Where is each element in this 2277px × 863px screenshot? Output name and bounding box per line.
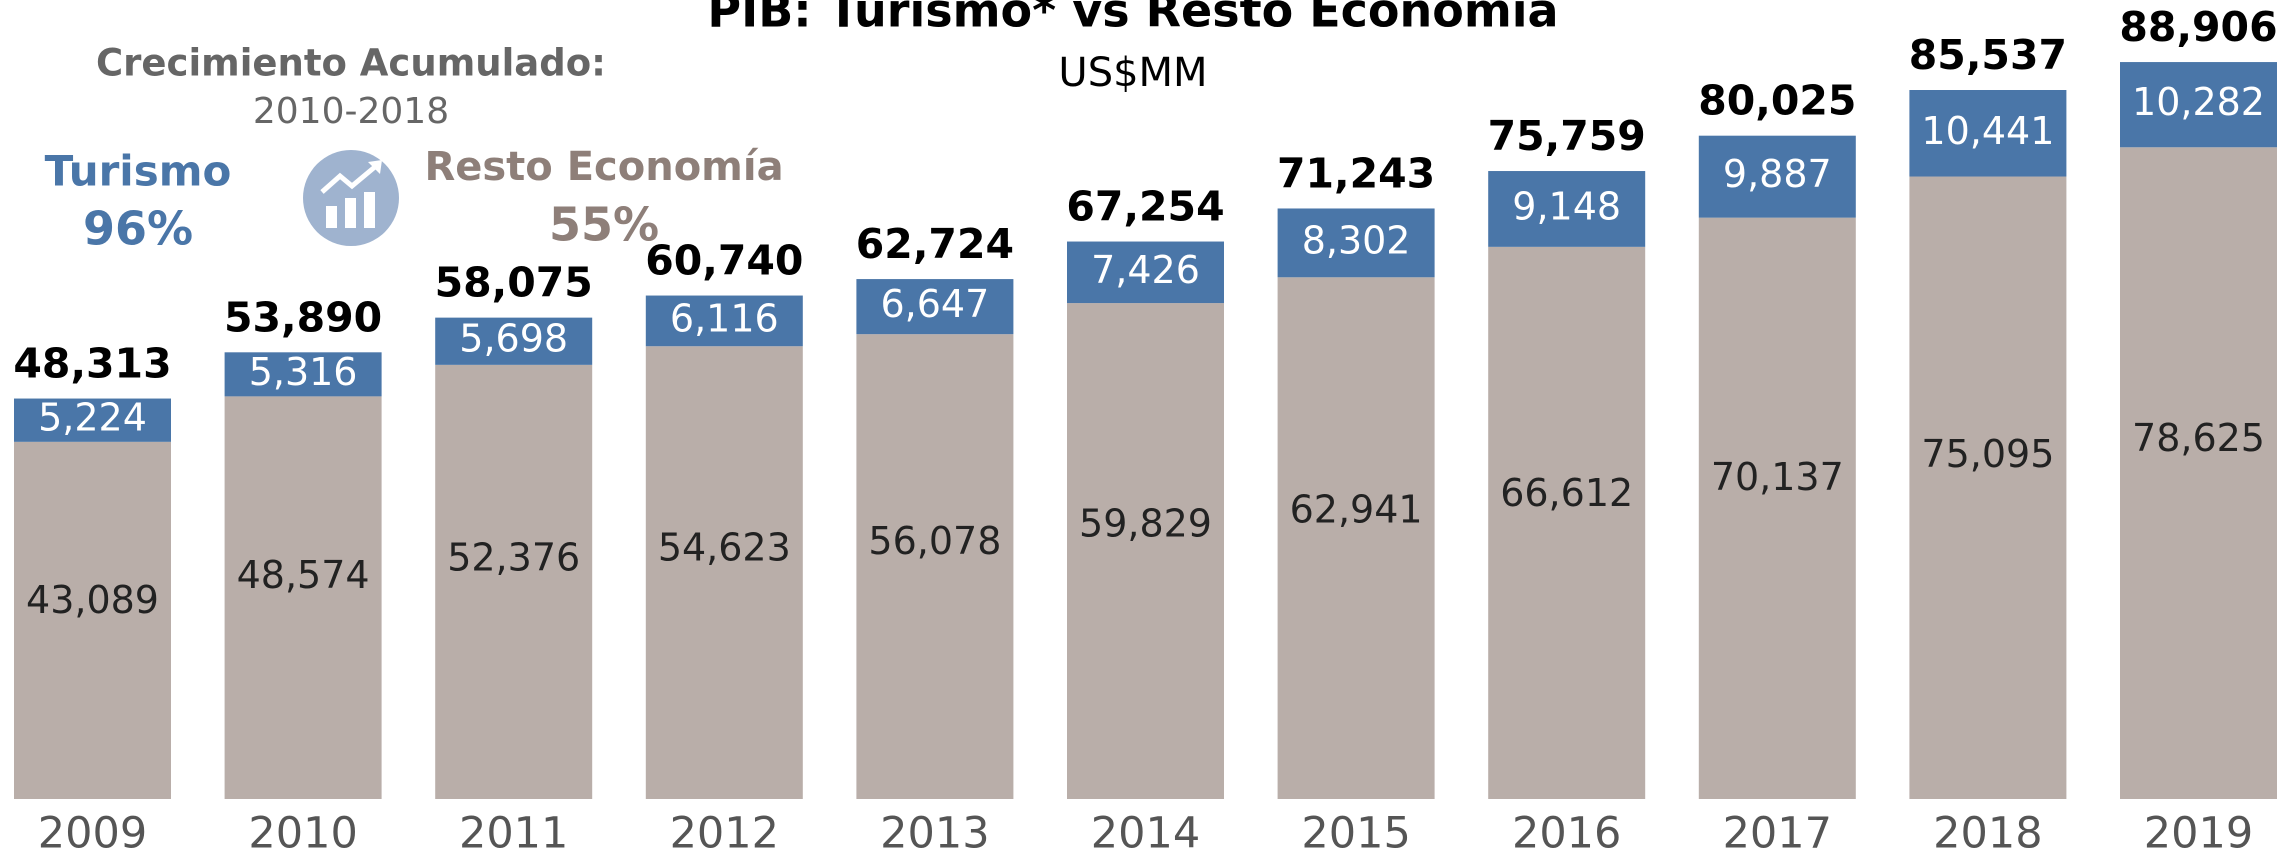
value-label: 10,282 (2132, 80, 2265, 124)
chart-title: PIB: Turismo* vs Resto Economía (707, 0, 1558, 38)
total-label: 60,740 (645, 237, 803, 285)
x-tick-label: 2009 (38, 809, 147, 859)
value-label: 48,574 (237, 553, 370, 597)
value-label: 59,829 (1079, 502, 1212, 546)
bar-segment (1909, 176, 2067, 799)
legend-resto: Resto Economía (424, 144, 783, 190)
bar-segment (435, 317, 593, 365)
bar-segment (1277, 277, 1435, 799)
bar-segment (2120, 147, 2277, 799)
value-label: 56,078 (868, 519, 1001, 563)
x-tick-label: 2011 (459, 809, 568, 859)
total-label: 85,537 (1909, 31, 2067, 79)
x-tick-label: 2012 (670, 809, 779, 859)
total-label: 58,075 (435, 259, 593, 307)
bar-segment (1488, 171, 1646, 247)
x-tick-label: 2013 (880, 809, 989, 859)
x-tick-label: 2014 (1091, 809, 1200, 859)
bar-segment (856, 334, 1014, 799)
value-label: 5,698 (459, 317, 568, 361)
value-label: 70,137 (1711, 455, 1844, 499)
bar-segment (1698, 135, 1856, 218)
resto-growth: 55% (549, 198, 659, 252)
bar-segment (1067, 303, 1224, 799)
value-label: 10,441 (1921, 109, 2054, 153)
bar-segment (2120, 62, 2277, 148)
annotation-period: 2010-2018 (253, 91, 449, 132)
legend-turismo: Turismo (45, 147, 232, 196)
bar-segment (1698, 217, 1856, 799)
chart-subtitle: US$MM (1058, 50, 1207, 96)
value-label: 7,426 (1091, 248, 1200, 292)
bar-segment (1067, 241, 1224, 304)
total-label: 80,025 (1698, 77, 1856, 125)
value-label: 8,302 (1302, 218, 1411, 262)
total-label: 75,759 (1488, 112, 1646, 160)
bar-segment (1277, 208, 1435, 278)
value-label: 5,224 (38, 396, 147, 440)
total-label: 62,724 (856, 220, 1014, 268)
value-label: 6,647 (881, 282, 990, 326)
total-label: 88,906 (2119, 3, 2277, 51)
x-tick-label: 2015 (1301, 809, 1410, 859)
value-label: 5,316 (249, 350, 358, 394)
bar-segment (435, 364, 593, 799)
bar-segment (224, 396, 382, 799)
total-label: 67,254 (1066, 183, 1224, 231)
value-label: 9,887 (1723, 152, 1832, 196)
annotation-heading: Crecimiento Acumulado: (96, 42, 606, 85)
value-label: 6,116 (670, 296, 779, 340)
value-label: 62,941 (1290, 488, 1423, 532)
bar-segment (645, 346, 803, 799)
value-label: 52,376 (447, 536, 580, 580)
x-tick-label: 2017 (1723, 809, 1832, 859)
bar-segment (1488, 246, 1646, 799)
turismo-growth: 96% (83, 202, 193, 256)
x-tick-label: 2019 (2144, 809, 2253, 859)
bar-segment (14, 398, 171, 442)
value-label: 66,612 (1500, 471, 1633, 515)
bar-segment (645, 295, 803, 347)
bar-segment (224, 352, 382, 397)
x-tick-label: 2018 (1933, 809, 2042, 859)
value-label: 43,089 (26, 578, 159, 622)
value-label: 9,148 (1512, 184, 1621, 228)
total-label: 71,243 (1277, 149, 1435, 197)
bar-segment (1909, 90, 2067, 177)
value-label: 54,623 (658, 525, 791, 569)
value-label: 78,625 (2132, 416, 2265, 460)
total-label: 53,890 (224, 293, 382, 341)
x-tick-label: 2016 (1512, 809, 1621, 859)
bar-segment (856, 279, 1014, 335)
total-label: 48,313 (13, 340, 171, 388)
value-label: 75,095 (1921, 432, 2054, 476)
bar-segment (14, 441, 171, 799)
x-tick-label: 2010 (248, 809, 357, 859)
growth-icon (303, 150, 399, 246)
